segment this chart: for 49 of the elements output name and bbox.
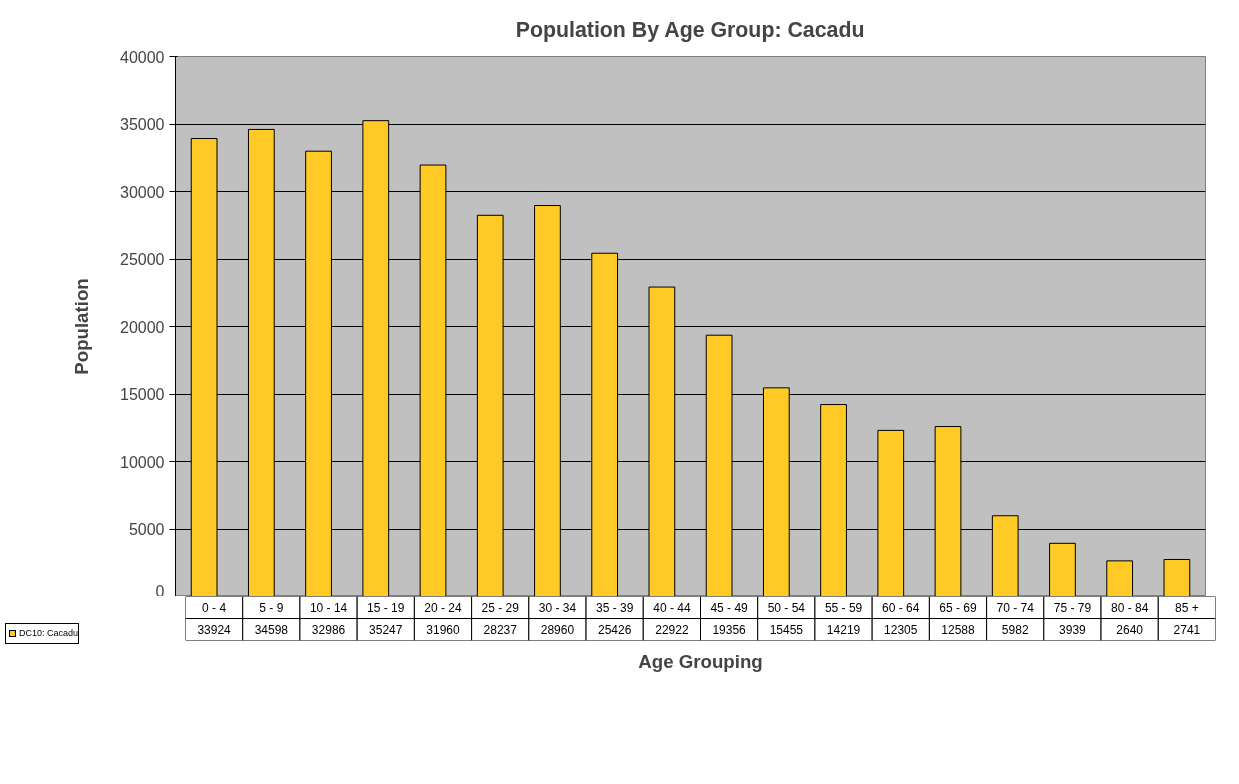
y-tick-label: 30000: [120, 183, 165, 201]
data-label: 32986: [311, 623, 346, 637]
data-label: 35247: [369, 623, 403, 637]
data-label: 15455: [769, 623, 804, 637]
data-label: 14219: [826, 623, 861, 637]
x-tick-label: 0 - 4: [202, 600, 227, 615]
chart-title: Population By Age Group: Cacadu: [515, 17, 865, 42]
x-tick-label: 20 - 24: [424, 600, 463, 615]
y-axis-title: Population: [71, 278, 93, 375]
x-tick-label: 75 - 79: [1053, 600, 1092, 615]
x-axis-title: Age Grouping: [638, 650, 763, 672]
data-label: 28960: [540, 623, 575, 637]
x-tick-label: 35 - 39: [595, 600, 634, 615]
data-label: 19356: [712, 623, 747, 637]
data-label: 33924: [197, 623, 232, 637]
y-tick-label: 15000: [120, 386, 165, 403]
data-label: 2741: [1173, 623, 1201, 637]
y-tick-label: 10000: [120, 453, 165, 471]
data-label: 31960: [426, 623, 461, 637]
x-tick-label: 50 - 54: [767, 600, 806, 615]
data-label: 5982: [1001, 623, 1029, 637]
x-tick-label: 80 - 84: [1110, 600, 1149, 615]
x-tick-label: 45 - 49: [710, 600, 749, 615]
x-tick-label: 40 - 44: [653, 600, 691, 615]
y-tick-label: 0: [155, 582, 165, 600]
data-label: 12305: [884, 623, 918, 637]
x-tick-label: 85 +: [1175, 600, 1199, 615]
data-label: 12588: [941, 623, 976, 637]
x-tick-label: 55 - 59: [824, 600, 863, 615]
x-tick-label: 60 - 64: [882, 600, 920, 615]
y-tick-label: 40000: [120, 48, 165, 66]
data-label: 34598: [254, 623, 289, 637]
x-tick-label: 30 - 34: [538, 600, 577, 615]
data-label: 2640: [1116, 623, 1144, 637]
x-tick-label: 10 - 14: [309, 600, 348, 615]
data-label: 25426: [597, 623, 632, 637]
y-tick-label: 5000: [128, 521, 165, 538]
data-label: 3939: [1059, 623, 1087, 637]
x-tick-label: 70 - 74: [996, 600, 1035, 615]
x-tick-label: 25 - 29: [481, 600, 520, 615]
x-tick-label: 65 - 69: [939, 600, 978, 615]
legend-label: DC10: Cacadu: [19, 627, 79, 640]
x-tick-label: 15 - 19: [367, 600, 405, 615]
data-label: 22922: [655, 623, 689, 637]
y-tick-label: 25000: [120, 251, 165, 268]
x-tick-label: 5 - 9: [259, 600, 284, 615]
y-tick-label: 35000: [120, 116, 165, 133]
y-tick-label: 20000: [120, 318, 165, 336]
data-label: 28237: [483, 623, 518, 637]
